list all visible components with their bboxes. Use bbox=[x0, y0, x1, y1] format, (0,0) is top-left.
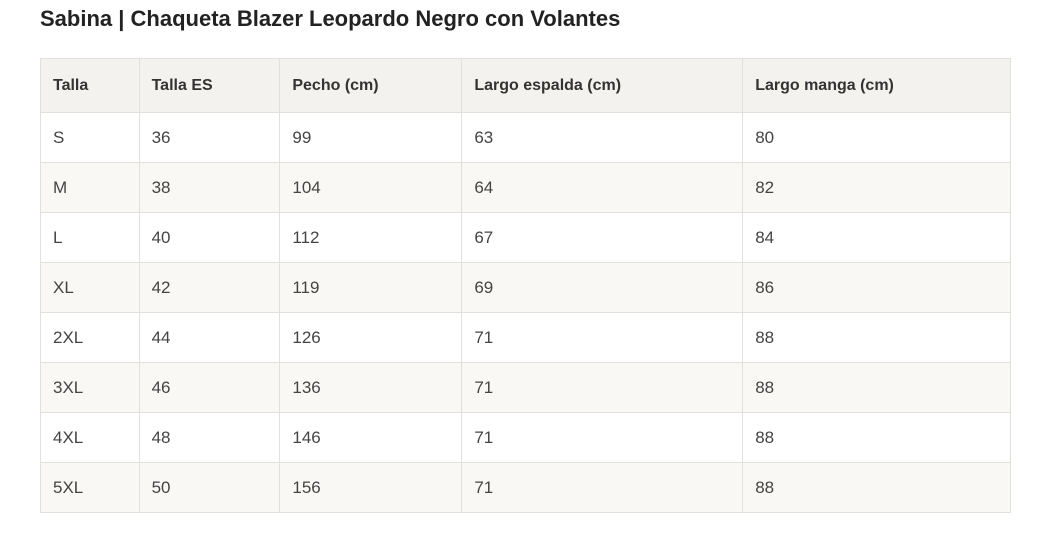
table-cell: 88 bbox=[742, 312, 1011, 363]
table-cell: 38 bbox=[138, 162, 281, 213]
table-cell: 84 bbox=[742, 212, 1011, 263]
table-cell: 71 bbox=[461, 462, 744, 513]
table-body: S 36 99 63 80 M 38 104 64 82 L 40 112 67 84 XL 42 119 69 86… bbox=[40, 112, 1011, 513]
table-cell: 42 bbox=[138, 262, 281, 313]
table-cell: 40 bbox=[138, 212, 281, 263]
table-row: 2XL 44 126 71 88 bbox=[40, 312, 1011, 363]
table-cell: 67 bbox=[461, 212, 744, 263]
table-row: 3XL 46 136 71 88 bbox=[40, 362, 1011, 413]
table-cell: 3XL bbox=[40, 362, 140, 413]
table-cell: 146 bbox=[279, 412, 463, 463]
table-cell: 119 bbox=[279, 262, 463, 313]
header-cell: Talla ES bbox=[138, 58, 281, 113]
table-cell: S bbox=[40, 112, 140, 163]
table-cell: 4XL bbox=[40, 412, 140, 463]
size-table: Talla Talla ES Pecho (cm) Largo espalda (cm… bbox=[40, 58, 1011, 513]
table-cell: 86 bbox=[742, 262, 1011, 313]
header-cell: Talla bbox=[40, 58, 140, 113]
table-cell: L bbox=[40, 212, 140, 263]
table-cell: 46 bbox=[138, 362, 281, 413]
table-row: S 36 99 63 80 bbox=[40, 112, 1011, 163]
title: Sabina | Chaqueta Blazer Leopardo Negro … bbox=[40, 6, 621, 31]
table-cell: 112 bbox=[279, 212, 463, 263]
table-cell: 82 bbox=[742, 162, 1011, 213]
table-row: L 40 112 67 84 bbox=[40, 212, 1011, 263]
table-cell: 71 bbox=[461, 412, 744, 463]
table-cell: 99 bbox=[279, 112, 463, 163]
table-cell: 2XL bbox=[40, 312, 140, 363]
table-row: XL 42 119 69 86 bbox=[40, 262, 1011, 313]
table-cell: 88 bbox=[742, 412, 1011, 463]
table-cell: 69 bbox=[461, 262, 744, 313]
table-cell: 126 bbox=[279, 312, 463, 363]
table-cell: 44 bbox=[138, 312, 281, 363]
table-cell: 5XL bbox=[40, 462, 140, 513]
table-cell: 36 bbox=[138, 112, 281, 163]
table-cell: 48 bbox=[138, 412, 281, 463]
table-cell: 71 bbox=[461, 362, 744, 413]
table-row: 4XL 48 146 71 88 bbox=[40, 412, 1011, 463]
table-cell: 71 bbox=[461, 312, 744, 363]
table-cell: 104 bbox=[279, 162, 463, 213]
header-cell: Largo espalda (cm) bbox=[461, 58, 744, 113]
table-row: M 38 104 64 82 bbox=[40, 162, 1011, 213]
header-cell: Pecho (cm) bbox=[279, 58, 463, 113]
table-cell: 156 bbox=[279, 462, 463, 513]
table-cell: 88 bbox=[742, 362, 1011, 413]
table-cell: 64 bbox=[461, 162, 744, 213]
table-cell: 50 bbox=[138, 462, 281, 513]
table-cell: 88 bbox=[742, 462, 1011, 513]
header-row: Talla Talla ES Pecho (cm) Largo espalda (cm… bbox=[40, 58, 1011, 113]
table-cell: 80 bbox=[742, 112, 1011, 163]
table-cell: M bbox=[40, 162, 140, 213]
table-cell: 63 bbox=[461, 112, 744, 163]
table-row: 5XL 50 156 71 88 bbox=[40, 462, 1011, 513]
header-cell: Largo manga (cm) bbox=[742, 58, 1011, 113]
table-cell: 136 bbox=[279, 362, 463, 413]
table-cell: XL bbox=[40, 262, 140, 313]
